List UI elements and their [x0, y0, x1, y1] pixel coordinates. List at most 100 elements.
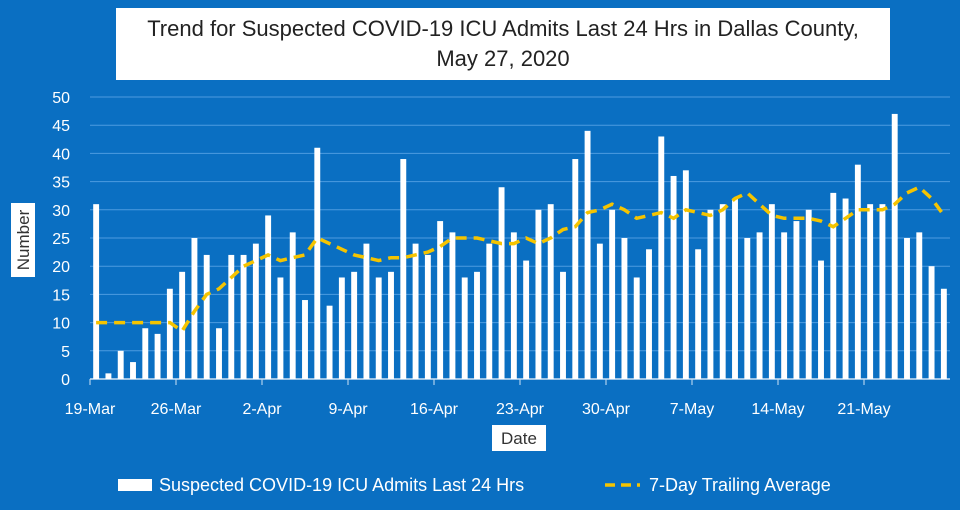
bar [203, 254, 210, 379]
bar [842, 198, 849, 379]
legend-bar-label: Suspected COVID-19 ICU Admits Last 24 Hr… [159, 475, 524, 495]
x-tick-label: 2-Apr [242, 401, 282, 418]
y-tick-label: 10 [52, 316, 70, 333]
x-axis-label-bg [492, 425, 546, 451]
bar [326, 305, 333, 379]
bar [596, 243, 603, 379]
bar [302, 300, 308, 379]
bar [658, 136, 665, 379]
bar [117, 350, 124, 379]
bar [179, 271, 186, 379]
y-axis-title: Number [14, 209, 33, 270]
trailing-average-line [96, 185, 946, 334]
bar [424, 254, 431, 379]
x-tick-label: 23-Apr [496, 401, 545, 418]
bar [216, 328, 222, 379]
bar [695, 249, 702, 379]
bar [830, 192, 837, 379]
y-tick-label: 5 [61, 344, 70, 361]
y-axis-label: Number [11, 203, 35, 277]
legend-bar-swatch [118, 479, 152, 491]
bar [93, 204, 100, 379]
bar [486, 243, 493, 379]
bar [940, 288, 947, 379]
bar [498, 187, 505, 379]
bar [572, 159, 579, 379]
bar [105, 373, 112, 379]
bar [854, 164, 861, 379]
x-tick-label: 19-Mar [65, 401, 116, 418]
bar [289, 232, 296, 379]
bar [142, 328, 149, 379]
y-tick-label: 0 [61, 372, 70, 389]
bar [228, 254, 235, 379]
bar [732, 198, 738, 379]
bar [523, 260, 530, 379]
bar [670, 175, 677, 379]
x-tick-label: 30-Apr [582, 401, 631, 418]
bar [916, 232, 923, 379]
y-tick-label: 50 [52, 90, 70, 107]
bar [646, 249, 652, 379]
bar [805, 209, 812, 379]
bar [510, 232, 517, 379]
bar [560, 271, 566, 379]
bar [891, 113, 898, 380]
bar [240, 254, 247, 379]
bar [818, 260, 824, 379]
x-tick-label: 26-Mar [151, 401, 202, 418]
y-tick-label: 15 [52, 287, 70, 304]
x-tick-label: 21-May [837, 401, 890, 418]
bar [252, 243, 259, 379]
bar [437, 221, 444, 379]
bar [781, 232, 788, 379]
bar [768, 204, 775, 379]
y-tick-label: 20 [52, 259, 70, 276]
bar [314, 147, 321, 379]
bar [719, 204, 726, 379]
bar [547, 204, 554, 379]
bar [154, 333, 161, 379]
legend-line-label: 7-Day Trailing Average [649, 475, 831, 495]
bar [756, 232, 763, 379]
bar [363, 243, 370, 379]
x-tick-label: 14-May [751, 401, 804, 418]
x-axis-label: Date [492, 425, 546, 451]
bar [867, 204, 874, 379]
bar [166, 288, 173, 379]
bar [682, 170, 689, 379]
chart-subtitle: May 27, 2020 [436, 46, 570, 71]
bar [744, 238, 751, 379]
bar [904, 238, 910, 379]
bar [449, 232, 456, 379]
y-axis-ticks: 0 5 10 15 20 25 30 35 40 45 50 [52, 90, 70, 389]
x-axis-title: Date [501, 429, 537, 448]
y-tick-label: 35 [52, 175, 70, 192]
bar [584, 130, 591, 379]
x-axis-ticks: 19-Mar 26-Mar 2-Apr 9-Apr 16-Apr 23-Apr 30-Apr… [65, 379, 891, 418]
chart-title-box: Trend for Suspected COVID-19 ICU Admits … [116, 8, 890, 80]
bar [400, 159, 407, 379]
bar [879, 204, 886, 379]
bar [707, 209, 714, 379]
chart-title: Trend for Suspected COVID-19 ICU Admits … [147, 16, 859, 41]
x-tick-label: 7-May [670, 401, 714, 418]
bar [375, 277, 382, 379]
bar [928, 266, 935, 379]
bar [793, 221, 800, 379]
bar [351, 271, 358, 379]
bar-series [93, 113, 947, 380]
bar [474, 271, 480, 379]
bar [621, 238, 628, 379]
y-tick-label: 25 [52, 231, 70, 248]
bar [277, 277, 284, 379]
bar [535, 209, 542, 379]
bar [265, 215, 272, 379]
y-tick-label: 45 [52, 118, 70, 135]
bar [338, 277, 345, 379]
y-axis-label-bg [11, 203, 35, 277]
y-tick-label: 40 [52, 146, 70, 163]
bar [388, 271, 394, 379]
